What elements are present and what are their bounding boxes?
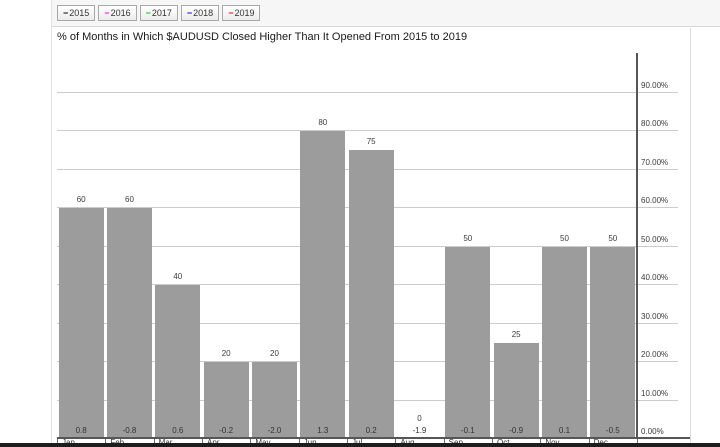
legend-toggle-2015[interactable]: −2015 (57, 5, 96, 21)
legend-toggle-2018[interactable]: −2018 (180, 5, 220, 21)
y-axis-tick-label: 40.00% (641, 273, 669, 282)
legend-label: 2018 (193, 8, 214, 18)
bar-value-label: 50 (463, 233, 473, 243)
x-axis-tick (153, 439, 155, 443)
bar-value-label: 60 (125, 195, 134, 204)
y-axis-tick-label: 50.00% (641, 234, 669, 244)
y-axis-tick-label: 30.00% (641, 311, 669, 321)
y-axis-tick-label: 70.00% (641, 157, 669, 167)
month-label-Oct: Oct (497, 439, 509, 447)
y-axis-tick-label: 0.00% (641, 427, 664, 436)
bar-Jul (348, 150, 394, 439)
x-axis-tick (298, 439, 300, 443)
bar-secondary-label: 0.6 (172, 426, 184, 435)
bar-Mar (155, 285, 201, 439)
x-axis-tick (443, 439, 445, 443)
x-axis-tick (637, 439, 638, 443)
bar-secondary-label: 0.8 (75, 426, 87, 435)
bar-value-label: 40 (173, 272, 183, 281)
bar-secondary-label: -2.0 (267, 426, 282, 435)
legend-dash-icon: − (145, 7, 151, 18)
x-axis-line (57, 437, 690, 439)
y-axis-tick-label: 90.00% (641, 80, 669, 90)
month-label-Sep: Sep (449, 439, 463, 447)
legend-label: 2016 (110, 8, 131, 18)
left-frame-line (51, 0, 52, 443)
gridline-90 (57, 91, 678, 93)
bar-Oct (493, 342, 539, 439)
bar-secondary-label: -0.5 (605, 426, 620, 435)
bar-value-label: 25 (511, 329, 521, 339)
legend-toggle-2017[interactable]: −2017 (139, 5, 178, 21)
bar-secondary-label: -0.8 (122, 426, 137, 435)
x-axis-tick (105, 439, 107, 443)
x-axis-tick (202, 439, 203, 443)
bar-value-label: 50 (608, 233, 618, 243)
bar-value-label: 50 (560, 233, 569, 243)
month-label-Aug: Aug (400, 439, 414, 447)
bar-value-label: 0 (417, 414, 422, 423)
bar-value-label: 75 (366, 137, 376, 147)
bar-secondary-label: 0.1 (558, 426, 571, 435)
bar-value-label: 60 (76, 195, 86, 204)
gridline-80 (57, 130, 678, 131)
y-axis-tick-label: 80.00% (641, 119, 669, 128)
bar-secondary-label: 0.2 (365, 426, 377, 435)
y-axis-tick-label: 20.00% (641, 350, 669, 359)
legend: −2015−2016−2017−2018−2019 (52, 0, 720, 27)
bar-Jun (300, 131, 346, 439)
month-label-Apr: Apr (207, 439, 219, 447)
month-label-Dec: Dec (594, 439, 608, 447)
month-label-Mar: Mar (159, 439, 173, 447)
month-label-Jun: Jun (304, 439, 317, 447)
legend-label: 2019 (234, 8, 255, 18)
bar-Jan (58, 208, 104, 439)
right-frame-line (690, 28, 691, 443)
legend-toggle-2016[interactable]: −2016 (98, 5, 137, 21)
bar-secondary-label: -0.2 (219, 426, 234, 435)
x-axis-ticks (57, 439, 638, 443)
x-axis-tick (395, 439, 397, 443)
month-label-Nov: Nov (545, 439, 559, 447)
bar-value-label: 80 (318, 118, 328, 127)
month-label-Feb: Feb (110, 439, 124, 447)
bar-secondary-label: -1.9 (412, 426, 427, 435)
y-axis-line (636, 53, 638, 438)
month-label-May: May (255, 439, 270, 447)
y-axis-tick-label: 10.00% (641, 388, 669, 398)
plot-area: 60 0.8 60 -0.8 40 0.6 20 -0.2 20 -2.0 80 1.3 75 0.2 0 -… (57, 54, 637, 439)
bar-Feb (106, 208, 152, 439)
bar-secondary-label: 1.3 (317, 426, 329, 435)
legend-dash-icon: − (228, 7, 234, 18)
x-axis-tick (492, 439, 493, 443)
x-axis-tick (57, 439, 58, 443)
month-label-Jan: Jan (62, 439, 75, 447)
x-axis-tick (540, 439, 542, 443)
x-axis-tick (347, 439, 348, 443)
bar-secondary-label: -0.1 (460, 426, 475, 435)
month-label-Jul: Jul (352, 439, 362, 447)
bottom-edge-bar (0, 443, 720, 447)
y-axis-labels: 90.00% 80.00% 70.00% 60.00% 50.00% 40.00% 30.0… (641, 54, 685, 439)
bar-Dec (590, 246, 636, 439)
x-axis-tick (588, 439, 590, 443)
y-axis-tick-label: 60.00% (641, 196, 669, 205)
legend-label: 2017 (151, 8, 172, 18)
bar-value-label: 20 (221, 349, 231, 358)
x-axis-month-labels: Jan Feb Mar Apr May Jun Jul Aug Sep Oct Nov Dec (57, 439, 637, 447)
bar-secondary-label: -0.9 (509, 426, 524, 435)
legend-toggle-2019[interactable]: −2019 (222, 5, 261, 21)
bar-May (251, 362, 297, 439)
legend-label: 2015 (69, 8, 90, 18)
bar-Sep (445, 246, 491, 439)
chart-title: % of Months in Which $AUDUSD Closed High… (57, 31, 468, 43)
legend-dash-icon: − (186, 7, 193, 18)
bar-Nov (541, 246, 587, 439)
legend-dash-icon: − (104, 7, 110, 18)
bar-Apr (203, 362, 249, 439)
legend-dash-icon: − (63, 7, 69, 18)
bar-value-label: 20 (270, 349, 279, 358)
x-axis-tick (250, 439, 252, 443)
